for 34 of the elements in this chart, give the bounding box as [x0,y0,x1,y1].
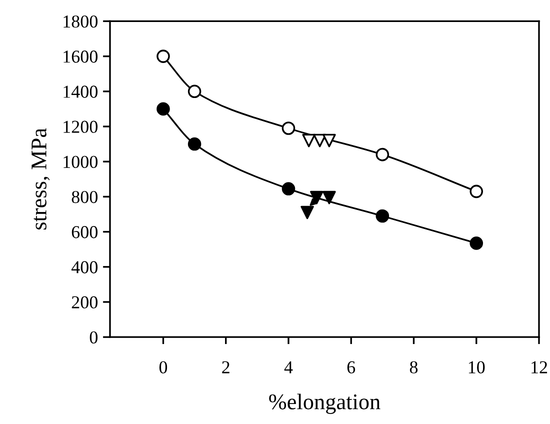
y-tick-label: 1600 [64,50,98,63]
y-tick-label: 0 [90,331,98,344]
x-tick-label: 8 [410,361,418,374]
point [470,236,484,250]
point [156,50,170,63]
point [282,182,296,196]
point [302,134,316,148]
y-tick-label: 1000 [64,156,98,168]
point [376,209,390,223]
y-tick-label: 1400 [64,86,98,98]
point [310,190,324,204]
point [282,122,296,135]
point [322,190,336,204]
y-tick-label: 200 [72,296,98,308]
x-tick-label: 0 [159,361,168,374]
point [188,84,202,98]
x-tick-label: 6 [347,361,356,374]
point [376,148,390,162]
point [322,134,336,148]
point [188,137,202,151]
x-tick-label: 4 [284,361,293,374]
x-axis-title: %elongation [269,394,380,414]
x-tick-label: 10 [468,361,485,374]
y-tick-label: 1200 [64,120,98,133]
point [470,184,484,198]
y-tick-label: 600 [72,226,98,238]
point [300,206,314,220]
x-tick-label: 12 [532,361,548,374]
y-tick-label: 400 [71,261,98,274]
x-tick-label: 2 [222,361,230,374]
y-axis-title: stress, MPa [32,128,50,230]
point [156,102,170,116]
y-tick-label: 800 [72,190,98,204]
y-tick-label: 1800 [64,15,98,28]
